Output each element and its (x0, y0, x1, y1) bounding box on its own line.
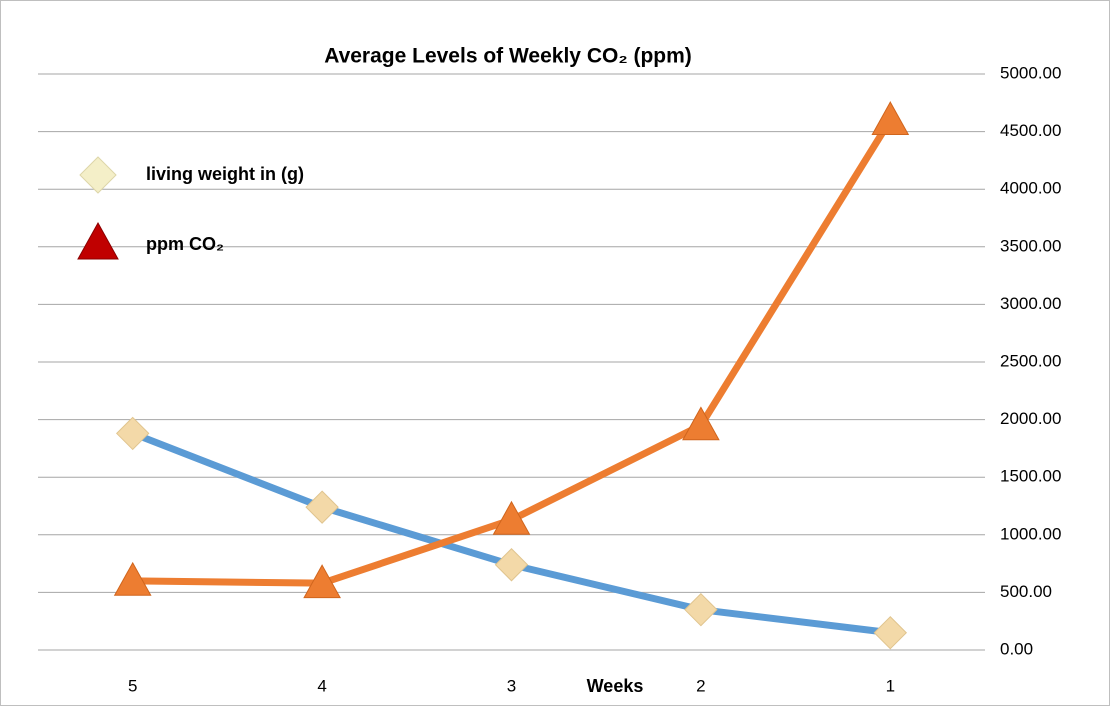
triangle-marker (113, 561, 152, 596)
y-tick-label: 0.00 (1000, 639, 1033, 658)
chart-title: Average Levels of Weekly CO₂ (ppm) (324, 45, 692, 68)
y-tick-label: 4500.00 (1000, 121, 1061, 140)
triangle-marker (303, 564, 341, 599)
diamond-marker (873, 616, 908, 650)
x-tick-label: 3 (507, 676, 516, 695)
triangle-marker (682, 406, 720, 441)
x-axis-label: Weeks (587, 676, 644, 696)
y-tick-label: 3500.00 (1000, 236, 1061, 255)
legend-marker (79, 156, 117, 194)
y-tick-label: 5000.00 (1000, 63, 1061, 82)
diamond-marker (305, 490, 339, 524)
x-tick-label: 2 (696, 676, 705, 695)
diamond-marker (684, 592, 718, 627)
y-tick-label: 500.00 (1000, 582, 1052, 601)
legend-label: living weight in (g) (146, 164, 304, 184)
y-tick-label: 4000.00 (1000, 179, 1061, 198)
x-tick-label: 4 (317, 676, 326, 695)
x-tick-label: 5 (128, 676, 137, 695)
legend-label: ppm CO₂ (146, 234, 224, 254)
x-tick-label: 1 (886, 676, 895, 695)
y-tick-label: 3000.00 (1000, 294, 1061, 313)
y-tick-label: 2000.00 (1000, 409, 1061, 428)
legend-marker (77, 221, 119, 260)
diamond-marker (494, 548, 529, 582)
y-tick-label: 1000.00 (1000, 524, 1061, 543)
triangle-marker (871, 101, 910, 135)
triangle-marker (492, 500, 531, 535)
y-tick-label: 2500.00 (1000, 351, 1061, 370)
diamond-marker (115, 416, 150, 451)
y-tick-label: 1500.00 (1000, 467, 1061, 486)
